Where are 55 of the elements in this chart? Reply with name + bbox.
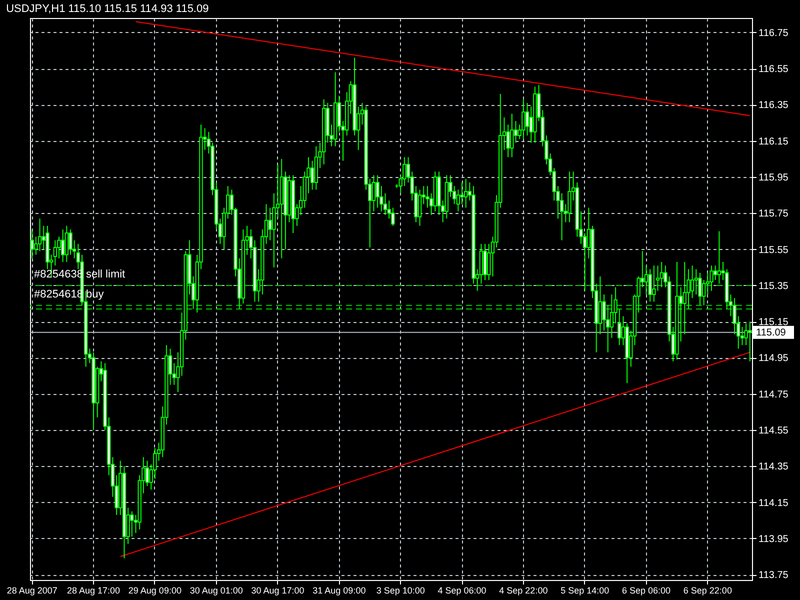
x-tick-label: 30 Aug 17:00	[251, 586, 304, 596]
y-tick-label: 113.95	[758, 534, 789, 545]
y-tick-label: 116.75	[758, 28, 789, 39]
candlestick	[694, 268, 698, 295]
y-tick-label: 116.55	[758, 64, 789, 76]
candlestick	[652, 265, 656, 302]
candlestick	[483, 243, 487, 281]
y-tick-label: 114.55	[758, 426, 789, 437]
candlestick	[710, 265, 714, 292]
y-tick-label: 116.35	[758, 100, 789, 112]
candlestick	[660, 261, 664, 288]
y-tick-label: 115.35	[758, 280, 789, 292]
x-tick-label: 28 Aug 17:00	[66, 586, 120, 596]
candlestick	[698, 272, 702, 306]
y-tick-label: 114.15	[758, 498, 789, 509]
ref-line-label: 115.09	[756, 327, 786, 338]
x-tick-label: 28 Aug 2007	[6, 586, 58, 596]
y-tick-label: 114.35	[758, 462, 789, 473]
candlestick	[510, 113, 514, 158]
x-tick-label: 3 Sep 10:00	[376, 586, 425, 596]
candlestick	[717, 230, 722, 284]
candlestick	[68, 228, 72, 256]
candlestick	[598, 276, 602, 335]
candlestick	[568, 171, 572, 223]
candlestick	[376, 174, 380, 208]
candlestick	[60, 228, 65, 262]
candlestick	[714, 265, 718, 281]
x-tick-label: 6 Sep 22:00	[683, 586, 732, 596]
y-tick-label: 114.75	[758, 389, 789, 400]
y-tick-label: 115.75	[758, 208, 789, 220]
candlestick	[464, 178, 468, 208]
candlestick	[130, 510, 134, 538]
y-tick-label: 116.15	[758, 136, 789, 148]
x-tick-label: 4 Sep 22:00	[499, 586, 548, 596]
y-tick-label: 114.95	[758, 353, 789, 364]
candlestick	[522, 98, 526, 140]
y-tick-label: 115.95	[758, 172, 789, 184]
x-tick-label: 30 Aug 01:00	[190, 586, 243, 596]
candlestick	[460, 182, 464, 205]
x-tick-label: 29 Aug 09:00	[128, 586, 182, 596]
candlestick	[418, 189, 422, 226]
x-tick-label: 31 Aug 09:00	[312, 586, 366, 596]
y-tick-label: 115.15	[758, 317, 789, 328]
x-tick-label: 5 Sep 14:00	[560, 586, 610, 596]
x-tick-label: 4 Sep 06:00	[438, 586, 486, 596]
candlestick	[64, 225, 68, 262]
candlestick	[38, 218, 42, 252]
y-tick-label: 115.55	[758, 244, 789, 256]
candlestick	[268, 207, 272, 241]
x-tick-label: 6 Sep 06:00	[622, 586, 671, 596]
candlestick	[690, 265, 694, 299]
candlestick	[310, 160, 314, 190]
y-tick-label: 113.75	[758, 570, 789, 582]
chart-title: USDJPY,H1 115.10 115.15 114.93 115.09	[6, 3, 209, 15]
candlestick	[648, 268, 652, 302]
